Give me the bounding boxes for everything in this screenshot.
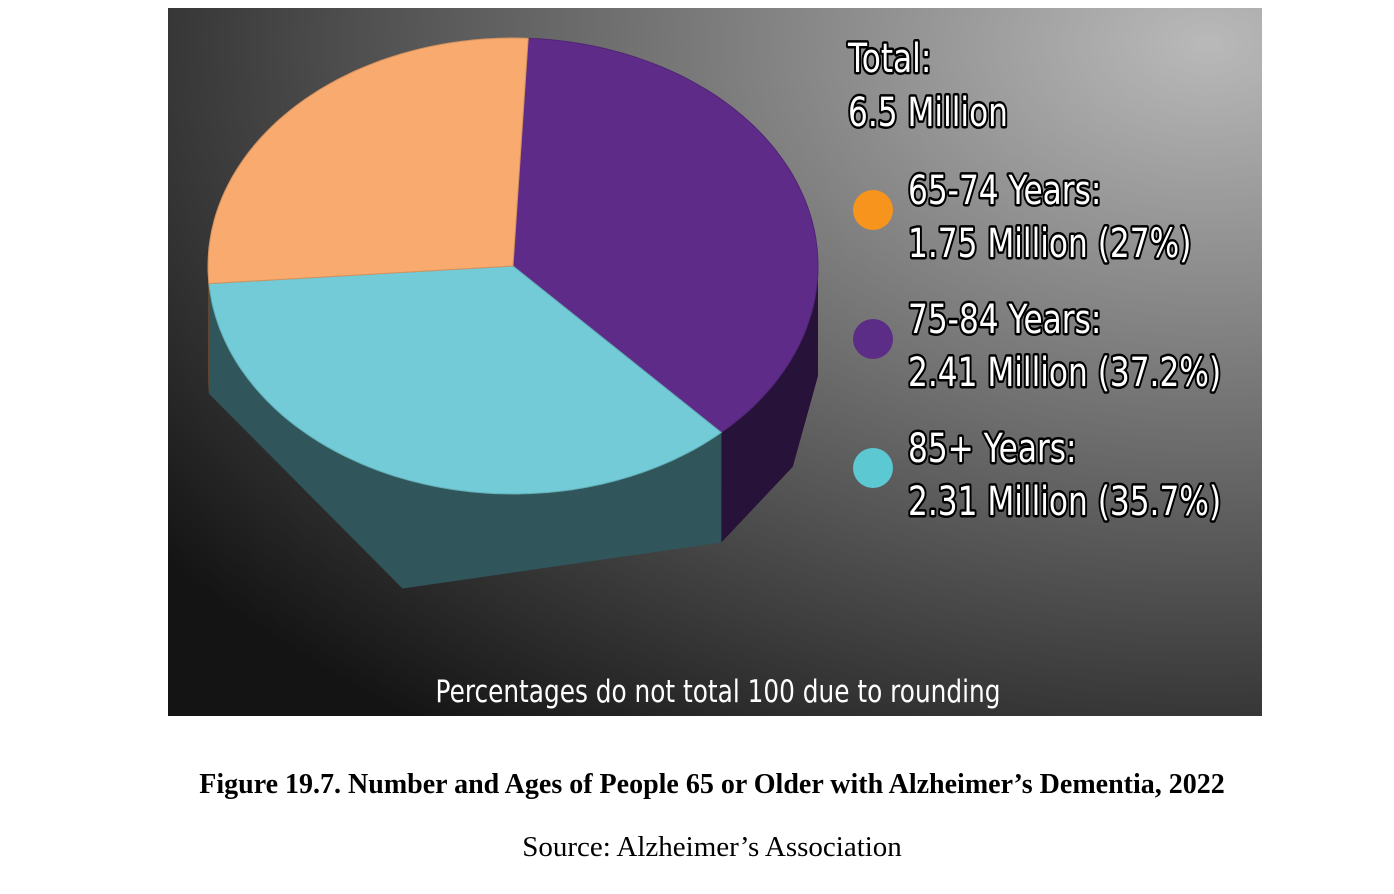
caption: Figure 19.7. Number and Ages of People 6…	[199, 769, 1225, 800]
slice-side	[721, 266, 818, 543]
total-label: Total:	[847, 36, 931, 82]
total-value: 6.5 Million	[848, 90, 1008, 136]
legend-value: 2.41 Million (37.2%)	[908, 350, 1221, 396]
legend-label: 85+ Years:	[908, 426, 1077, 472]
legend-label: 65-74 Years:	[908, 168, 1101, 214]
pie	[207, 37, 819, 589]
legend-label: 75-84 Years:	[908, 297, 1101, 343]
legend-marker	[853, 319, 893, 359]
source: Source: Alzheimer’s Association	[522, 831, 902, 863]
slice-side	[208, 283, 722, 589]
legend-marker	[853, 190, 893, 230]
legend-value: 1.75 Million (27%)	[908, 221, 1191, 267]
note: Percentages do not total 100 due to roun…	[436, 673, 1001, 709]
slice	[208, 265, 723, 495]
legend-marker	[853, 448, 893, 488]
legend-value: 2.31 Million (35.7%)	[908, 479, 1221, 525]
slice	[207, 37, 529, 285]
slice	[512, 37, 819, 434]
slice-side	[208, 266, 209, 394]
